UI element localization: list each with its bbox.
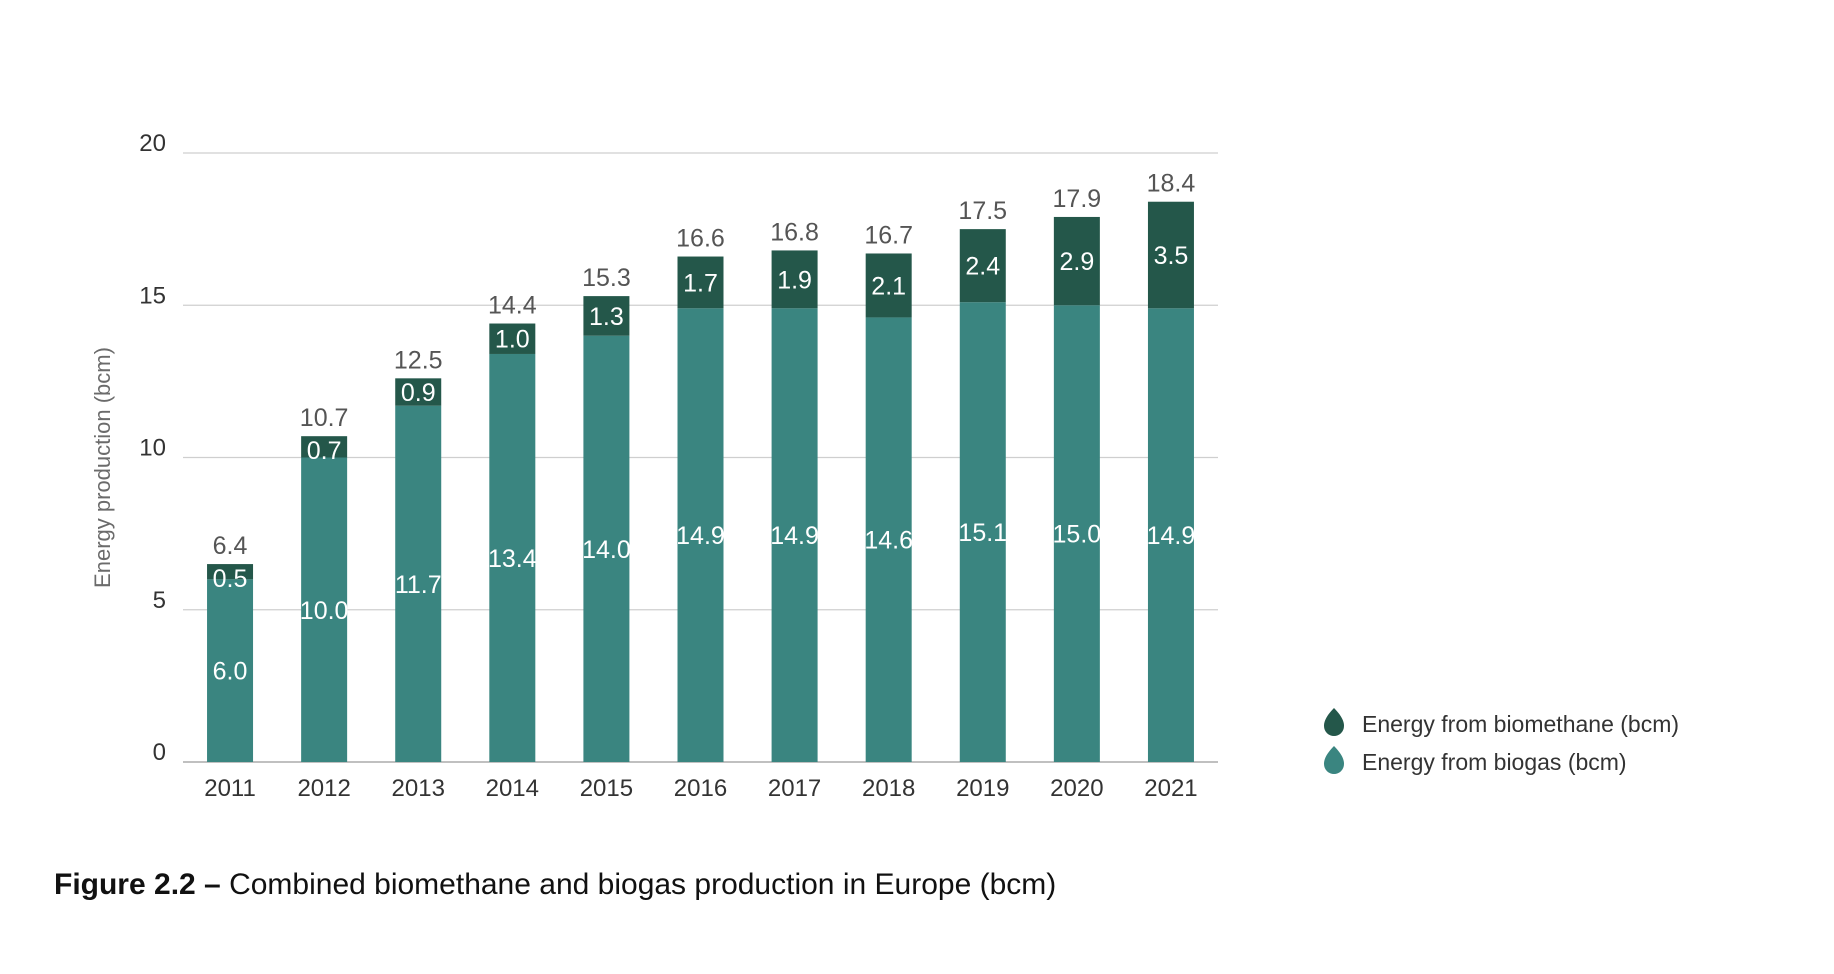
bar-biogas-2016: [677, 308, 724, 762]
bar-biomethane-2014: [489, 323, 536, 354]
x-tick-label: 2018: [862, 775, 915, 802]
y-tick-label: 10: [139, 435, 166, 462]
y-tick-label: 0: [153, 739, 166, 766]
x-tick-label: 2014: [486, 775, 539, 802]
x-axis-ticks: 2011 2012 2013 2014 2015 2016 2017 2018 2019 2020…: [204, 775, 1197, 802]
bar-biomethane-2020: [1053, 216, 1100, 306]
data-label-total: 16.7: [864, 221, 913, 249]
data-label-biomethane: 0.5: [213, 565, 248, 593]
data-label-biomethane: 1.9: [777, 266, 812, 294]
data-label-biomethane: 1.0: [495, 326, 530, 354]
bar-biogas-2013: [395, 405, 442, 762]
bar-biogas-2019: [959, 302, 1006, 762]
data-label-biogas: 10.0: [300, 597, 349, 625]
bar-biogas-2011: [207, 579, 254, 762]
data-label-total: 10.7: [300, 404, 349, 432]
x-tick-label: 2017: [768, 775, 821, 802]
data-label-total: 18.4: [1147, 170, 1196, 198]
bar-biomethane-2012: [301, 436, 348, 458]
bar-biogas-2018: [865, 317, 912, 762]
data-label-biomethane: 2.1: [871, 272, 906, 300]
figure-caption-label: Figure 2.2 –: [54, 868, 221, 901]
data-label-biomethane: 3.5: [1154, 242, 1189, 270]
data-label-total: 6.4: [213, 532, 248, 560]
data-label-biogas: 14.6: [864, 527, 913, 555]
bar-biogas-2017: [771, 308, 818, 762]
data-label-biogas: 15.0: [1053, 521, 1102, 549]
x-tick-label: 2020: [1050, 775, 1103, 802]
bars: 6.0 0.5 6.4 10.0 0.7 10.7 11.7 0.9 12.5 13.4 1.0 14…: [207, 170, 1195, 762]
data-label-biomethane: 0.9: [401, 379, 436, 407]
data-label-total: 16.8: [770, 218, 819, 246]
data-label-biogas: 11.7: [395, 571, 442, 599]
bar-biogas-2012: [301, 457, 348, 762]
legend-drop-icon: [1324, 708, 1344, 736]
legend-item: Energy from biomethane (bcm): [1324, 708, 1679, 737]
data-label-biogas: 14.9: [1147, 522, 1196, 550]
bar-biomethane-2013: [395, 378, 442, 406]
data-label-biomethane: 2.4: [965, 253, 1000, 281]
bar-biomethane-2011: [207, 564, 254, 580]
data-label-biogas: 13.4: [488, 545, 537, 573]
data-label-biogas: 14.9: [676, 522, 725, 550]
bar-biomethane-2015: [583, 296, 630, 336]
data-label-biomethane: 1.7: [683, 269, 718, 297]
bar-biogas-2014: [489, 353, 536, 762]
y-axis-label: Energy production (bcm): [90, 347, 115, 588]
data-label-biomethane: 2.9: [1059, 248, 1094, 276]
bar-biomethane-2021: [1147, 201, 1194, 309]
data-label-biogas: 15.1: [958, 519, 1007, 547]
data-label-total: 17.9: [1053, 185, 1102, 213]
data-label-total: 16.6: [676, 225, 725, 253]
y-axis-ticks: 0 5 10 15 20: [139, 130, 166, 766]
bar-biogas-2015: [583, 335, 630, 762]
figure-caption-text: Combined biomethane and biogas productio…: [220, 868, 1057, 901]
x-tick-label: 2013: [392, 775, 445, 802]
y-tick-label: 5: [153, 587, 166, 614]
legend-item: Energy from biogas (bcm): [1324, 746, 1627, 775]
bar-biomethane-2018: [865, 253, 912, 318]
bar-biogas-2021: [1147, 308, 1194, 762]
data-label-biogas: 14.9: [770, 522, 819, 550]
x-tick-label: 2015: [580, 775, 633, 802]
data-label-biomethane: 1.3: [589, 303, 624, 331]
data-label-total: 17.5: [958, 197, 1007, 225]
x-tick-label: 2016: [674, 775, 727, 802]
data-label-total: 15.3: [582, 264, 631, 292]
bar-biomethane-2019: [959, 229, 1006, 303]
data-label-total: 14.4: [488, 292, 537, 320]
legend-label: Energy from biomethane (bcm): [1362, 711, 1679, 737]
bar-biomethane-2016: [677, 256, 724, 309]
data-label-biomethane: 0.7: [307, 437, 342, 465]
x-tick-label: 2021: [1144, 775, 1197, 802]
x-tick-label: 2019: [956, 775, 1009, 802]
legend-label: Energy from biogas (bcm): [1362, 749, 1627, 775]
legend-drop-icon: [1324, 746, 1344, 774]
y-tick-label: 20: [139, 130, 166, 157]
data-label-biogas: 14.0: [582, 536, 631, 564]
data-label-biogas: 6.0: [213, 658, 248, 686]
x-tick-label: 2011: [204, 775, 256, 802]
bar-biogas-2020: [1053, 305, 1100, 762]
y-tick-label: 15: [139, 282, 166, 309]
x-tick-label: 2012: [297, 775, 350, 802]
data-label-total: 12.5: [394, 346, 443, 374]
legend: Energy from biomethane (bcm) Energy from …: [1324, 708, 1679, 775]
bar-biomethane-2017: [771, 250, 818, 309]
figure-caption: Figure 2.2 – Combined biomethane and bio…: [54, 868, 1056, 902]
